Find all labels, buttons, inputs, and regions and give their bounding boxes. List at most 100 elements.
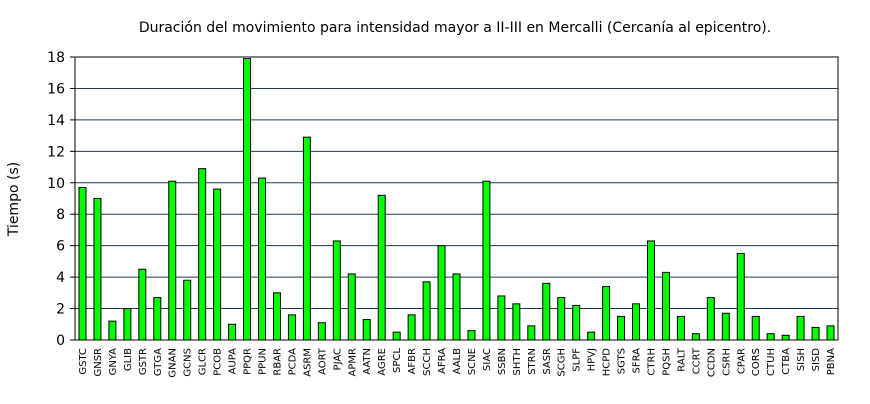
x-tick-label: AALB [452,348,463,375]
x-tick-label: ASRM [302,348,313,377]
x-tick-label: STRN [527,348,538,375]
bar-ralt [676,315,685,341]
bar-strn [527,325,536,341]
x-tick-label: AGRE [377,348,388,376]
x-tick-label: AORT [317,347,328,375]
x-tick-label: PCDA [287,348,298,376]
bar-scne [467,330,476,341]
bar-cors [751,315,760,341]
bar-gstc [78,186,87,341]
bar-pcob [213,188,222,341]
bar-gnya [108,320,117,341]
x-tick-label: AFBR [407,348,418,374]
x-tick-label: CTBA [781,348,792,375]
x-tick-label: PPQR [243,348,254,375]
x-tick-label: SIAC [482,348,493,371]
y-tick-label: 8 [56,207,65,223]
y-tick-label: 18 [47,50,65,66]
bar-hpvj [587,331,596,341]
bar-gnan [168,180,177,341]
x-tick-label: SLPF [572,348,583,372]
x-tick-label: SGTS [617,348,628,374]
bar-pqsh [661,271,670,341]
bar-aatn [362,319,371,341]
x-tick-label: SHTH [512,348,523,376]
bar-glcr [198,168,207,341]
bar-pjac [332,240,341,341]
x-tick-label: GLIB [123,348,134,371]
x-tick-label: RALT [676,347,687,372]
x-tick-label: PJAC [332,348,343,370]
bar-scgh [557,297,566,341]
x-tick-label: SCCH [422,348,433,376]
x-tick-label: CPAR [736,348,747,374]
y-tick-label: 12 [47,144,65,160]
chart-title: Duración del movimiento para intensidad … [139,20,771,36]
x-tick-label: HCPD [602,348,613,377]
plot-border [74,56,839,341]
x-tick-label: SISH [796,348,807,371]
gridlines [75,56,838,310]
x-tick-label: GNSR [93,348,104,377]
bar-pbna [826,325,835,341]
x-tick-label: SCGH [557,348,568,377]
x-tick-label: APMR [347,348,358,376]
bar-aort [317,322,326,341]
y-tick-label: 0 [56,333,65,349]
x-tick-label: SFRA [632,348,643,374]
bar-aupa [228,323,237,341]
x-tick-label: CTRH [646,348,657,376]
bar-gtga [153,297,162,341]
x-tick-labels: GSTC GNSR GNYA GLIB GSTR GTGA GNAN GCNS GLCR PCOB… [78,347,837,377]
x-tick-label: GCNS [183,348,194,377]
y-tick-label: 10 [47,176,65,192]
bar-apmr [347,273,356,341]
x-tick-label: HPVJ [587,348,598,371]
bar-rbar [272,292,281,341]
bar-shth [512,303,521,341]
x-tick-label: PCOB [213,348,224,376]
bar-hcpd [602,286,611,341]
x-tick-label: GNAN [168,348,179,378]
bar-sisd [811,326,820,341]
x-tick-label: SISD [811,348,822,372]
bar-ccdn [706,297,715,341]
bar-spcl [392,331,401,341]
x-tick-label: AATN [362,348,373,375]
bar-cpar [736,253,745,341]
bar-sish [796,315,805,341]
bar-gstr [138,268,147,341]
bar-ctrh [646,240,655,341]
bar-ctuh [766,333,775,341]
y-tick-label: 4 [56,270,65,286]
bar-ssbn [497,295,506,341]
x-tick-label: CCRT [691,347,702,374]
bar-csrh [721,312,730,341]
x-tick-label: CCDN [706,348,717,377]
x-tick-label: CTUH [766,348,777,376]
y-tick-label: 16 [47,81,65,97]
bar-agre [377,194,386,341]
bar-sasr [542,282,551,341]
plot-frame [70,56,839,341]
x-tick-label: AUPA [228,348,239,375]
bar-afra [437,245,446,341]
x-tick-label: SPCL [392,348,403,373]
x-tick-label: GNYA [108,348,119,376]
x-tick-label: PBNA [826,348,837,375]
x-tick-label: CSRH [721,348,732,376]
bar-ppqr [243,58,252,341]
x-tick-label: GTGA [153,348,164,376]
bar-gcns [183,279,192,341]
x-tick-label: PPUN [258,348,269,375]
y-tick-label: 6 [56,239,65,255]
x-tick-label: GSTR [138,348,149,375]
y-tick-labels: 0 2 4 6 8 10 12 14 16 18 [47,50,65,349]
bar-afbr [407,314,416,341]
bar-ctba [781,334,790,341]
bar-ppun [258,177,267,341]
x-tick-label: RBAR [272,348,283,376]
bar-aalb [452,273,461,341]
bar-scch [422,281,431,341]
